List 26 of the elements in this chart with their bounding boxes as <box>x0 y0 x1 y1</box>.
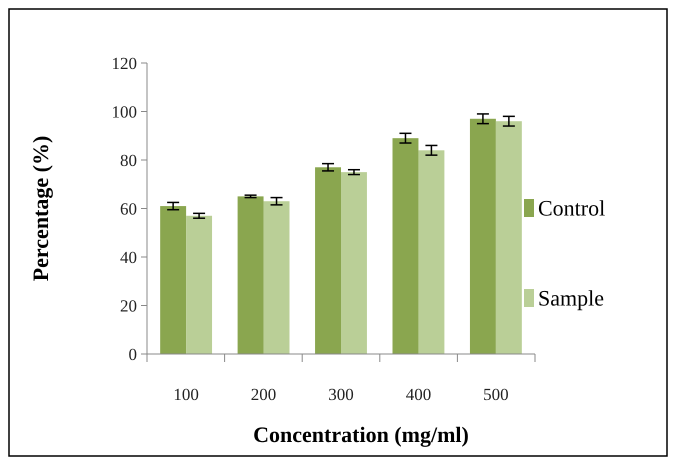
y-tick-label: 60 <box>120 199 137 218</box>
y-tick-label: 0 <box>128 344 137 364</box>
y-tick-label: 80 <box>120 150 137 170</box>
y-tick-label: 120 <box>112 54 137 73</box>
bar <box>418 150 444 354</box>
bar <box>238 196 264 354</box>
y-axis-title: Percentage (%) <box>28 136 53 282</box>
x-tick-label: 500 <box>483 385 509 404</box>
bar <box>315 167 341 354</box>
x-tick-label: 200 <box>250 385 276 404</box>
x-tick-label: 300 <box>328 385 354 404</box>
x-tick-label: 100 <box>173 385 199 404</box>
legend-label: Sample <box>538 286 604 311</box>
y-tick-label: 20 <box>120 296 137 316</box>
bar <box>470 118 496 354</box>
y-tick-label: 40 <box>120 248 137 267</box>
y-tick-label: 100 <box>112 102 137 122</box>
bar <box>496 121 522 354</box>
legend-label: Control <box>538 196 606 221</box>
x-tick-label: 400 <box>406 385 432 404</box>
bar <box>264 201 290 354</box>
x-axis-title: Concentration (mg/ml) <box>253 422 469 447</box>
bar <box>186 216 212 354</box>
bar <box>392 138 418 354</box>
bar <box>341 172 367 354</box>
bar <box>160 206 186 354</box>
